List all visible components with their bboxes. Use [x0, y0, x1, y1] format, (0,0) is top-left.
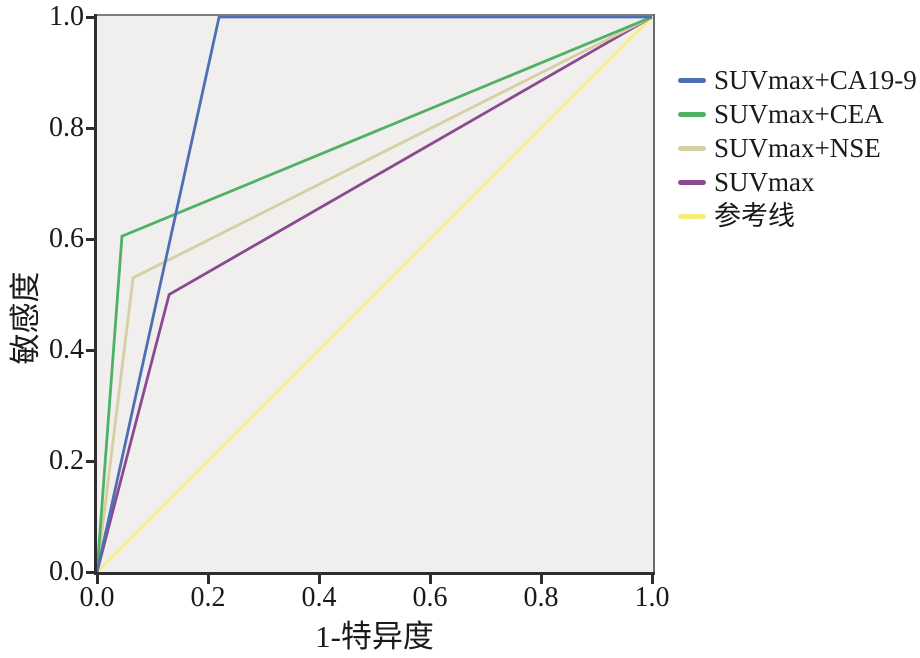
y-tick-mark [86, 15, 95, 19]
x-tick-mark [206, 575, 210, 584]
legend-label: SUVmax+NSE [714, 133, 881, 163]
y-tick-label: 1.0 [49, 1, 84, 32]
roc-line-SUVmax+CEA [96, 16, 653, 573]
plot-frame-right [653, 14, 655, 575]
x-tick-label: 0.0 [79, 582, 115, 613]
roc-line-SUVmax+NSE [96, 16, 653, 573]
legend-label: 参考线 [714, 201, 795, 231]
legend-item: SUVmax+CA19-9 [678, 63, 917, 97]
legend-item: 参考线 [678, 199, 917, 233]
y-tick-label: 0.8 [49, 112, 84, 143]
legend-swatch [678, 213, 706, 219]
y-tick-label: 0.0 [49, 556, 84, 587]
x-tick-mark [95, 575, 99, 584]
legend-item: SUVmax+NSE [678, 131, 917, 165]
legend-label: SUVmax [714, 167, 815, 197]
x-tick-label: 0.2 [190, 582, 226, 613]
y-tick-label: 0.6 [49, 223, 84, 254]
legend-label: SUVmax+CA19-9 [714, 65, 917, 95]
legend-swatch [678, 111, 706, 117]
legend-label: SUVmax+CEA [714, 99, 884, 129]
x-tick-label: 0.4 [301, 582, 337, 613]
legend: SUVmax+CA19-9 SUVmax+CEA SUVmax+NSE SUVmax 参… [678, 63, 917, 233]
x-tick-mark [428, 575, 432, 584]
x-tick-label: 0.8 [523, 582, 559, 613]
x-tick-label: 0.6 [412, 582, 448, 613]
plot-frame-top [94, 14, 655, 16]
roc-line-参考线 [96, 16, 653, 573]
y-axis-line [94, 14, 97, 575]
roc-line-SUVmax [96, 16, 653, 573]
legend-swatch [678, 179, 706, 185]
x-axis-title: 1-特异度 [315, 619, 434, 654]
y-tick-mark [86, 126, 95, 130]
x-tick-mark [317, 575, 321, 584]
plot-area [96, 16, 653, 573]
legend-swatch [678, 145, 706, 151]
y-tick-mark [86, 237, 95, 241]
roc-curves-canvas [96, 16, 653, 573]
legend-item: SUVmax+CEA [678, 97, 917, 131]
roc-line-SUVmax+CA19-9 [96, 16, 652, 573]
y-tick-label: 0.2 [49, 445, 84, 476]
x-tick-mark [539, 575, 543, 584]
y-tick-mark [86, 459, 95, 463]
x-tick-label: 1.0 [634, 582, 670, 613]
y-tick-mark [86, 348, 95, 352]
legend-item: SUVmax [678, 165, 917, 199]
y-tick-mark [86, 570, 95, 574]
x-tick-mark [650, 575, 654, 584]
x-axis-line [94, 572, 655, 575]
y-tick-label: 0.4 [49, 334, 84, 365]
legend-swatch [678, 77, 706, 83]
